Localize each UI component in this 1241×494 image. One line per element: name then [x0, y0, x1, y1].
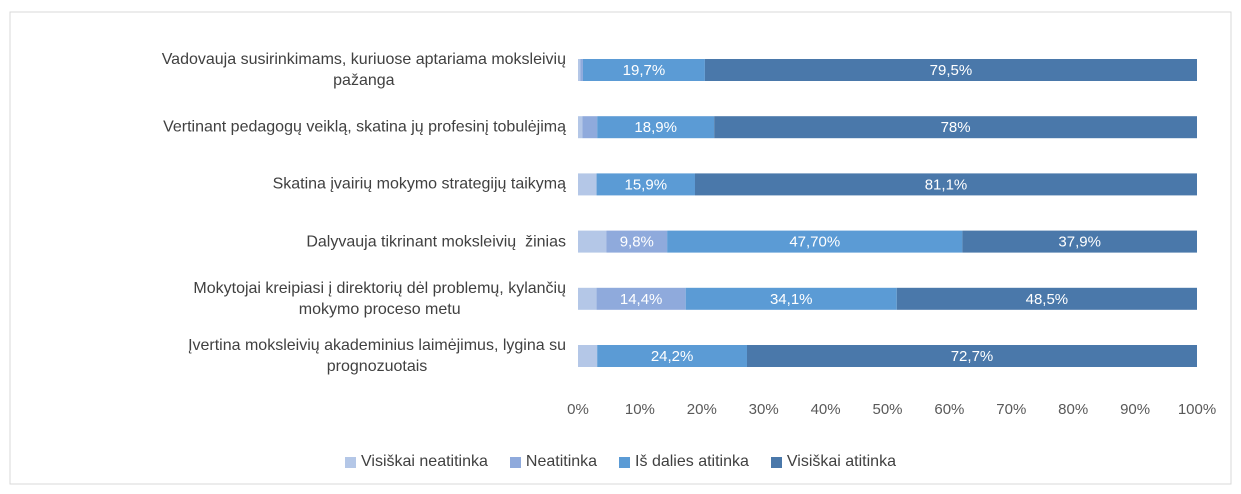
bar-segment [597, 116, 715, 139]
category-label: Dalyvauja tikrinant moksleivių žinias [306, 233, 566, 251]
category-label: Vertinant pedagogų veiklą, skatina jų pr… [163, 118, 566, 136]
bar-segment [578, 230, 607, 253]
legend-swatch [509, 456, 521, 468]
x-tick-label: 60% [934, 401, 964, 418]
x-tick-label: 100% [1178, 401, 1216, 418]
legend-swatch [619, 456, 631, 468]
data-label: 47,70% [789, 234, 840, 251]
data-label: 37,9% [1058, 234, 1101, 251]
bar-segment [704, 59, 1197, 81]
x-tick-label: 70% [996, 401, 1026, 418]
bar-segment [597, 345, 747, 367]
category-label: Mokytojai kreipiasi į direktorių dėl pro… [193, 279, 566, 318]
x-tick-label: 50% [872, 401, 902, 418]
legend-label: Neatitinka [525, 453, 598, 470]
bar-segment [582, 59, 705, 81]
x-tick-label: 80% [1058, 401, 1088, 418]
bar-segment [714, 116, 1197, 139]
legend-item: Iš dalies atitinka [619, 453, 749, 471]
data-label: 24,2% [651, 348, 694, 365]
data-label: 72,7% [951, 348, 994, 365]
data-label: 81,1% [925, 176, 968, 193]
chart-border [9, 11, 1232, 485]
legend-label: Iš dalies atitinka [635, 453, 749, 470]
bar-segment [578, 173, 597, 196]
category-label: Skatina įvairių mokymo strategijų taikym… [272, 175, 566, 193]
data-label: 19,7% [623, 62, 666, 79]
data-label: 78% [941, 119, 971, 136]
x-tick-label: 90% [1120, 401, 1150, 418]
data-label: 14,4% [620, 291, 663, 308]
bar-segment [746, 345, 1197, 367]
legend-swatch [345, 456, 356, 468]
data-label: 18,9% [634, 119, 677, 136]
data-label: 15,9% [625, 176, 668, 193]
x-tick-label: 40% [811, 401, 841, 418]
bar-segment [896, 287, 1197, 310]
legend-swatch [770, 456, 782, 468]
bar-segment [667, 230, 963, 253]
bar-segment [578, 116, 583, 139]
legend-label: Visiškai neatitinka [361, 453, 488, 470]
bar-segment [578, 345, 598, 367]
bar-segment [685, 287, 897, 310]
x-tick-label: 30% [749, 401, 779, 418]
bar-segment [596, 173, 695, 196]
bar-segment [580, 59, 583, 81]
legend-item: Visiškai neatitinka [345, 453, 488, 471]
bar-segment [596, 287, 686, 310]
data-label: 48,5% [1026, 291, 1069, 308]
bar-segment [578, 287, 597, 310]
x-tick-label: 0% [567, 401, 589, 418]
category-label: Įvertina moksleivių akademinius laimėjim… [188, 337, 566, 375]
legend-item: Neatitinka [509, 453, 598, 471]
data-label: 9,8% [620, 234, 654, 251]
legend-item: Visiškai atitinka [770, 453, 896, 471]
bar-segment [606, 230, 668, 253]
data-label: 34,1% [770, 291, 813, 308]
x-tick-label: 10% [625, 401, 655, 418]
x-tick-label: 20% [687, 401, 717, 418]
bar-segment [578, 59, 581, 81]
legend: Visiškai neatitinka Neatitinka Iš dalies a… [0, 453, 1241, 471]
data-label: 79,5% [930, 62, 973, 79]
legend-label: Visiškai atitinka [786, 453, 896, 470]
category-label: Vadovauja susirinkimams, kuriuose aptari… [161, 51, 566, 89]
bar-segment [582, 116, 598, 139]
bar-segment [694, 173, 1197, 196]
bar-segment [962, 230, 1197, 253]
